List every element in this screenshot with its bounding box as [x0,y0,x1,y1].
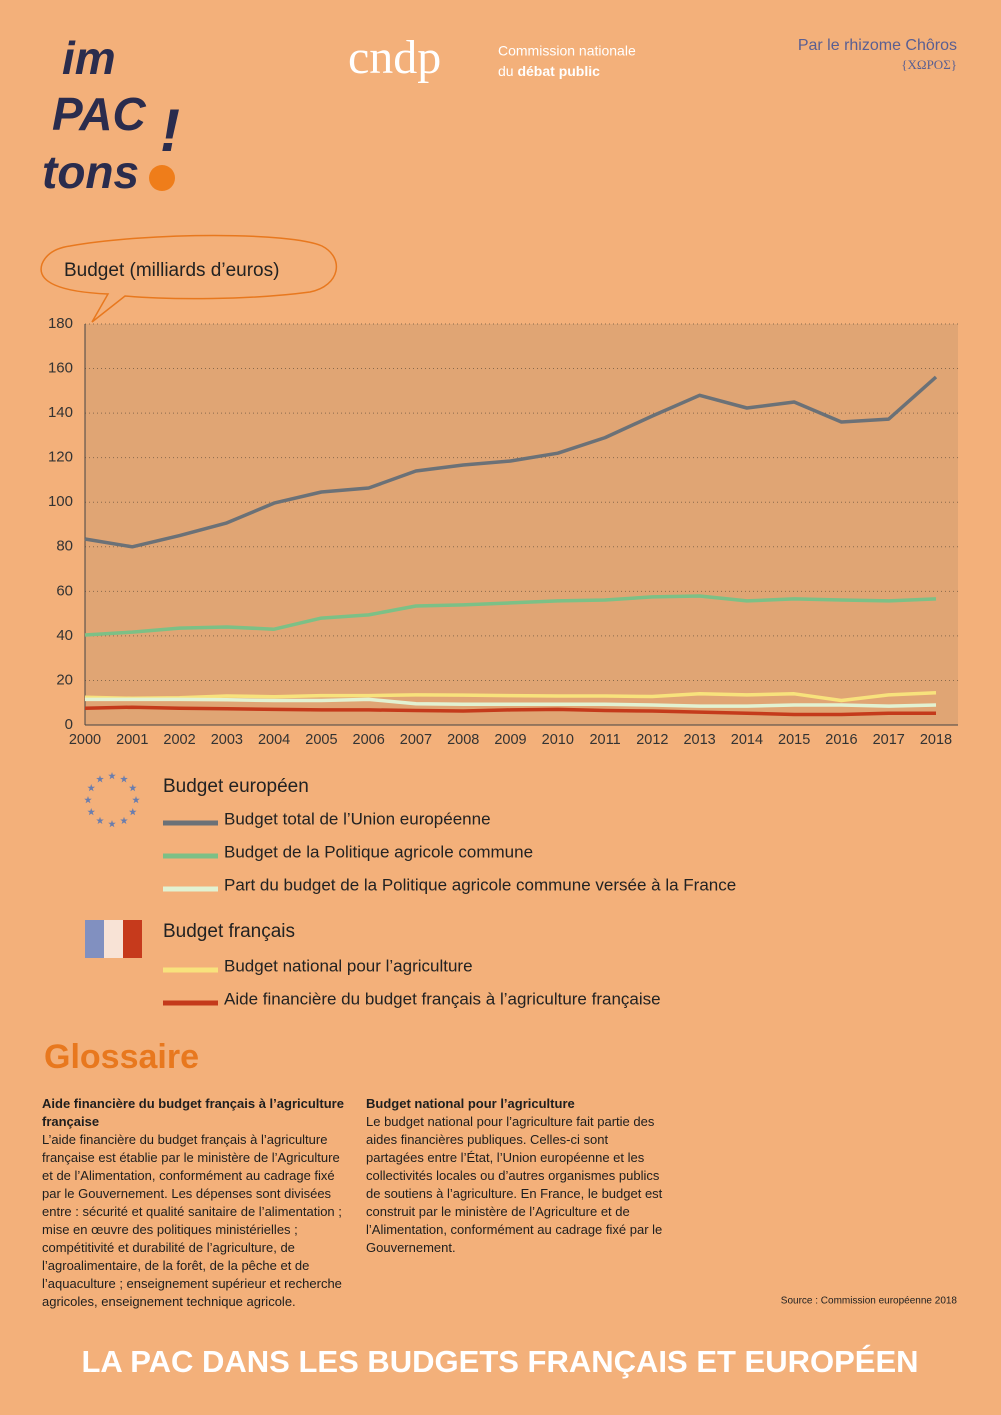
x-tick-label: 2000 [69,732,101,748]
glossary-text: Le budget national pour l’agriculture fa… [366,1114,663,1255]
logo-dot [149,165,175,191]
series-line [84,375,938,549]
glossary-text: L’aide financière du budget français à l… [42,1132,342,1309]
legend-label: Budget national pour l’agriculture [224,956,473,975]
x-tick-label: 2006 [353,732,385,748]
plot-area [85,324,958,725]
eu-star [120,816,128,824]
series-line [84,594,937,637]
legend-label: Part du budget de la Politique agricole … [224,875,736,894]
eu-star [84,796,92,804]
eu-star [96,775,104,783]
eu-star [132,796,140,804]
series-line [85,697,937,708]
glossary-entry: Aide financière du budget français à l’a… [42,1095,344,1311]
x-tick-label: 2004 [258,732,290,748]
legend-group-title: Budget français [163,921,295,942]
fr-flag [104,920,123,958]
eu-star [87,808,95,816]
x-tick-label: 2013 [683,732,715,748]
x-tick-label: 2012 [636,732,668,748]
y-tick-label: 20 [56,671,73,688]
x-tick-label: 2010 [542,732,574,748]
x-tick-label: 2003 [211,732,243,748]
eu-star [120,775,128,783]
eu-star [87,784,95,792]
cndp-line: Commission nationale [498,43,636,59]
eu-star [108,772,116,780]
x-tick-label: 2015 [778,732,810,748]
y-tick-label: 60 [56,582,73,599]
x-tick-label: 2009 [494,732,526,748]
x-tick-label: 2001 [116,732,148,748]
x-tick-label: 2008 [447,732,479,748]
x-tick-label: 2011 [589,732,620,748]
eu-star [96,816,104,824]
eu-flag [84,772,140,828]
y-tick-label: 180 [48,315,73,332]
footer-title: LA PAC DANS LES BUDGETS FRANÇAIS ET EURO… [81,1344,918,1379]
logo: im PAC tons ! [42,32,180,198]
cndp-acronym: cndp [348,31,441,84]
legend-group-title: Budget européen [163,776,309,797]
x-tick-label: 2016 [825,732,857,748]
eu-star [129,784,137,792]
x-tick-label: 2007 [400,732,432,748]
y-tick-label: 160 [48,360,73,377]
y-tick-label: 140 [48,404,73,421]
glossary-entry: Budget national pour l’agriculture Le bu… [366,1095,666,1257]
source: Source : Commission européenne 2018 [781,1296,958,1307]
series-line [84,690,937,703]
eu-star [108,820,116,828]
glossary-term: Aide financière du budget français à l’a… [42,1096,344,1129]
y-tick-label: 40 [56,627,73,644]
y-tick-label: 0 [65,716,73,733]
glossary-title: Glossaire [44,1038,199,1076]
fr-flag [123,920,142,958]
legend-label: Budget total de l’Union européenne [224,809,491,828]
series-line [84,705,936,717]
y-tick-label: 100 [48,493,73,510]
x-tick-label: 2018 [920,732,952,748]
x-tick-label: 2005 [305,732,337,748]
credit-greek: {ΧΩΡΟΣ} [901,57,957,72]
legend-label: Budget de la Politique agricole commune [224,842,533,861]
logo-text: im [62,32,116,84]
logo-mark: ! [160,97,180,164]
legend-label: Aide financière du budget français à l’a… [224,989,661,1008]
label-bubble [40,234,338,323]
x-tick-label: 2002 [163,732,195,748]
y-tick-label: 120 [48,449,73,466]
logo-text: tons [42,146,139,198]
credit: Par le rhizome Chôros [798,37,957,54]
glossary-term: Budget national pour l’agriculture [366,1096,575,1111]
x-tick-label: 2014 [731,732,763,748]
fr-flag [85,920,104,958]
y-axis-label: Budget (milliards d’euros) [64,260,279,281]
cndp-line: du débat public [498,63,600,79]
eu-star [129,808,137,816]
y-tick-label: 80 [56,538,73,555]
x-tick-label: 2017 [873,732,905,748]
logo-text: PAC [52,88,146,140]
